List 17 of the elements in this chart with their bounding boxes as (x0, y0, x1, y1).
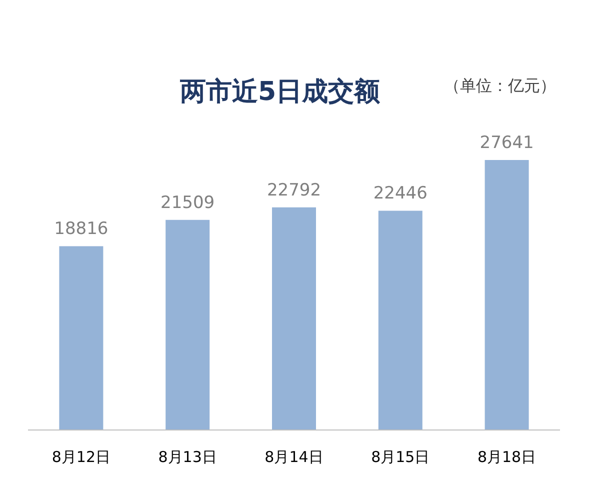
data-label: 22792 (266, 180, 322, 200)
x-tick-label: 8月18日 (477, 448, 536, 466)
bar (484, 160, 529, 430)
data-label: 27641 (480, 133, 534, 153)
bar (59, 246, 104, 430)
x-tick-label: 8月12日 (52, 448, 111, 466)
x-tick-label: 8月13日 (158, 448, 217, 466)
bar (272, 207, 316, 430)
data-label: 22446 (373, 184, 428, 204)
chart-subtitle: （单位：亿元） (444, 76, 556, 95)
chart-title: 两市近5日成交额 (178, 77, 382, 107)
x-tick-label: 8月14日 (264, 448, 324, 466)
x-tick-label: 8月15日 (371, 448, 430, 466)
data-label: 18816 (54, 219, 108, 240)
data-label: 21509 (160, 192, 215, 213)
bar (166, 220, 210, 430)
bar (378, 210, 422, 430)
